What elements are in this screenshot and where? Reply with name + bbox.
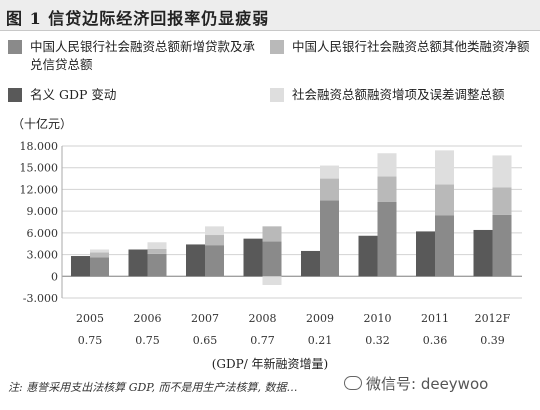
bar-stack-segment	[205, 226, 224, 236]
legend-label-gdp: 名义 GDP 变动	[30, 87, 117, 102]
x-tick-label: 2006	[134, 312, 162, 325]
legend-item-loans: 中国人民银行社会融资总额新增贷款及承兑信贷总额	[8, 38, 258, 74]
y-tick-label: 15.000	[20, 162, 59, 175]
x-tick-sublabel: 0.32	[365, 334, 390, 347]
bar-stack-segment	[320, 200, 339, 277]
x-tick-sublabel: 0.75	[78, 334, 103, 347]
x-tick-sublabel: 0.65	[193, 334, 218, 347]
x-tick-label: 2012F	[475, 312, 511, 325]
bar-stack-segment	[492, 155, 512, 188]
bar-stack-segment	[262, 226, 282, 242]
bar-stack-segment	[435, 215, 454, 277]
bar-stack-segment	[147, 248, 167, 254]
x-tick-sublabel: 0.77	[250, 334, 275, 347]
bar-stack-segment	[492, 187, 512, 215]
footnote: 注: 惠誉采用支出法核算 GDP, 而不是用生产法核算, 数据…	[8, 381, 298, 394]
legend-label-loans: 中国人民银行社会融资总额新增贷款及承兑信贷总额	[30, 39, 256, 72]
bar-chart: -3.000 0 3.000 6.000 9.000 12.000 15.000 18.000…	[20, 140, 522, 347]
bar-stack-segment	[90, 252, 109, 258]
bar-stack-segment	[90, 249, 109, 253]
bar-gdp	[128, 249, 148, 277]
bar-stack-segment	[205, 245, 224, 277]
legend-swatch-adjust	[270, 88, 284, 102]
bar-stack-segment	[492, 214, 512, 277]
bar-stack-segment	[320, 165, 339, 179]
x-axis-label: (GDP/ 年新融资增量)	[211, 357, 329, 371]
bar-stack-segment	[262, 276, 282, 285]
legend: 中国人民银行社会融资总额新增贷款及承兑信贷总额 中国人民银行社会融资总额其他类融…	[8, 38, 536, 120]
watermark: 微信号: deeywoo	[338, 371, 495, 396]
bar-stack-segment	[147, 242, 167, 249]
y-tick-label: 18.000	[20, 140, 59, 153]
x-tick-sublabel: 0.39	[480, 334, 505, 347]
legend-swatch-gdp	[8, 88, 22, 102]
y-tick-label: -3.000	[23, 292, 58, 305]
y-tick-label: 6.000	[27, 227, 59, 240]
bar-stack-segment	[377, 153, 397, 177]
y-tick-label: 3.000	[27, 249, 59, 262]
x-tick-sublabel: 0.36	[423, 334, 448, 347]
y-tick-label: 12.000	[20, 183, 59, 196]
legend-swatch-loans	[8, 40, 22, 54]
y-tick-label: 9.000	[27, 205, 59, 218]
chart-title: 图 1 信贷边际经济回报率仍显疲弱	[6, 9, 270, 28]
bar-gdp	[358, 235, 378, 277]
bar-gdp	[243, 238, 263, 277]
y-unit-label: （十亿元）	[12, 117, 73, 131]
watermark-text: 微信号: deeywoo	[366, 375, 489, 393]
bar-stack-segment	[435, 184, 454, 216]
x-tick-sublabel: 0.75	[135, 334, 160, 347]
bar-stack-segment	[435, 150, 454, 185]
bar-gdp	[71, 256, 90, 277]
y-tick-label: 0	[51, 270, 58, 283]
legend-label-adjust: 社会融资总额融资增项及误差调整总额	[292, 87, 505, 102]
x-tick-label: 2009	[306, 312, 334, 325]
x-tick-label: 2007	[191, 312, 219, 325]
bar-stack-segment	[377, 201, 397, 277]
bar-stack-segment	[147, 253, 167, 277]
bar-gdp	[301, 250, 320, 277]
bar-gdp	[416, 231, 435, 277]
x-tick-label: 2005	[76, 312, 104, 325]
legend-label-other: 中国人民银行社会融资总额其他类融资净额	[292, 39, 530, 54]
legend-item-other: 中国人民银行社会融资总额其他类融资净额	[270, 38, 532, 56]
bar-stack-segment	[320, 178, 339, 201]
bar-stack-segment	[205, 235, 224, 246]
bar-stack-segment	[90, 257, 109, 277]
legend-swatch-other	[270, 40, 284, 54]
title-bar: 图 1 信贷边际经济回报率仍显疲弱	[0, 0, 540, 31]
bar-gdp	[186, 244, 205, 277]
x-tick-label: 2008	[249, 312, 277, 325]
x-tick-label: 2011	[421, 312, 449, 325]
legend-item-gdp: 名义 GDP 变动	[8, 86, 258, 104]
bar-gdp	[473, 229, 493, 277]
x-tick-label: 2010	[364, 312, 392, 325]
wechat-icon	[344, 376, 362, 390]
bar-stack-segment	[262, 241, 282, 277]
x-tick-sublabel: 0.21	[308, 334, 333, 347]
bar-stack-segment	[377, 176, 397, 202]
legend-item-adjust: 社会融资总额融资增项及误差调整总额	[270, 86, 538, 104]
